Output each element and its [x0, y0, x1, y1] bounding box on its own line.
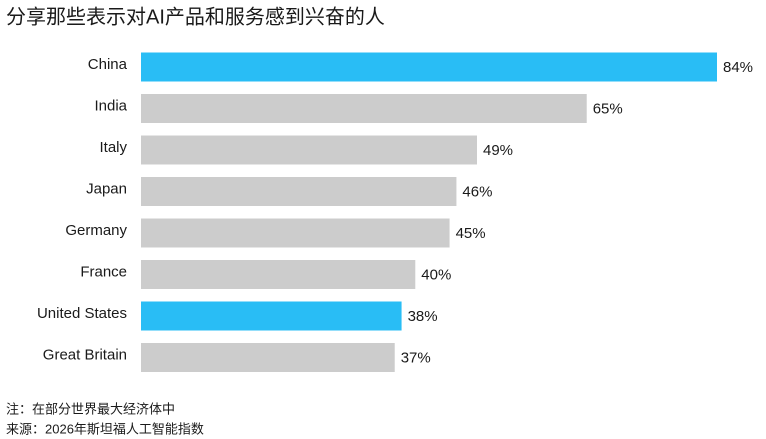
- value-label: 40%: [421, 266, 451, 283]
- category-label: China: [88, 56, 128, 73]
- value-label: 37%: [401, 349, 431, 366]
- bar: [141, 301, 402, 331]
- value-label: 49%: [483, 142, 513, 159]
- note: 注：在部分世界最大经济体中: [6, 401, 175, 416]
- category-label: India: [94, 97, 127, 114]
- bar: [141, 343, 395, 372]
- bar: [141, 260, 416, 289]
- value-label: 38%: [408, 308, 438, 325]
- value-label: 46%: [462, 183, 492, 200]
- bar: [141, 218, 450, 248]
- category-label: Germany: [65, 222, 127, 239]
- category-label: France: [80, 263, 127, 280]
- value-label: 84%: [723, 59, 753, 76]
- bar: [141, 135, 477, 165]
- bar: [141, 52, 717, 82]
- value-label: 65%: [593, 100, 623, 117]
- category-label: Japan: [86, 180, 127, 197]
- value-label: 45%: [456, 225, 486, 242]
- category-label: Italy: [99, 139, 127, 156]
- category-label: United States: [37, 305, 127, 322]
- note: 来源：2026年斯坦福人工智能指数: [6, 421, 204, 436]
- chart-title: 分享那些表示对AI产品和服务感到兴奋的人: [6, 5, 385, 28]
- category-label: Great Britain: [43, 346, 127, 363]
- bar: [141, 94, 587, 123]
- bar: [141, 177, 457, 206]
